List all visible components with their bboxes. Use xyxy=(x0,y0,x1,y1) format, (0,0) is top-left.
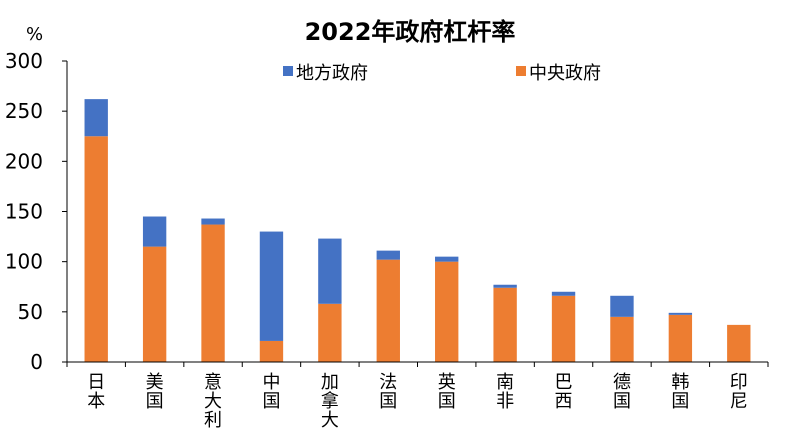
bar-central-government xyxy=(493,287,517,362)
y-tick-label: 150 xyxy=(5,200,43,224)
bar-central-government xyxy=(84,136,108,362)
bar-local-government xyxy=(201,218,225,225)
bar-central-government xyxy=(727,324,751,362)
legend-label-local: 地方政府 xyxy=(296,63,368,84)
bar-central-government xyxy=(142,246,167,362)
legend-swatch-local xyxy=(283,66,293,76)
x-tick-label: 日本 xyxy=(87,372,105,412)
x-tick-label: 意大利 xyxy=(204,372,222,431)
bar-central-government xyxy=(318,303,342,362)
y-tick-label: 50 xyxy=(18,300,43,324)
bar-central-government xyxy=(376,259,400,362)
bar-central-government xyxy=(259,340,284,362)
x-tick-label: 中国 xyxy=(262,372,280,412)
bar-local-government xyxy=(493,284,517,288)
bar-local-government xyxy=(610,295,634,317)
x-tick-label: 英国 xyxy=(438,372,456,412)
x-tick-label: 德国 xyxy=(613,372,631,412)
legend-swatch-central xyxy=(516,66,526,76)
bar-local-government xyxy=(259,231,284,341)
legend: 地方政府 中央政府 xyxy=(283,63,601,84)
x-tick-label: 南非 xyxy=(496,372,514,412)
y-tick-label: 200 xyxy=(5,149,43,173)
bar-central-government xyxy=(610,316,634,362)
bar-local-government xyxy=(376,250,400,260)
bar-local-government xyxy=(318,238,342,304)
y-tick-label: 0 xyxy=(30,350,43,374)
y-axis-unit: % xyxy=(26,24,43,45)
x-tick-label: 印尼 xyxy=(730,372,748,412)
bar-central-government xyxy=(668,314,693,362)
bar-local-government xyxy=(551,291,576,296)
y-axis: 0 50 100 150 200 250 300 xyxy=(5,49,68,374)
bar-central-government xyxy=(201,224,225,362)
y-tick-label: 300 xyxy=(5,49,43,73)
bar-central-government xyxy=(435,261,459,362)
y-tick-label: 100 xyxy=(5,250,43,274)
x-tick-label: 韩国 xyxy=(671,372,689,412)
chart-title: 2022年政府杠杆率 xyxy=(305,18,516,46)
legend-label-central: 中央政府 xyxy=(529,63,601,84)
bar-central-government xyxy=(551,295,576,362)
x-tick-label: 美国 xyxy=(146,372,164,412)
bar-local-government xyxy=(142,216,167,247)
x-tick-label: 加拿大 xyxy=(321,372,339,431)
x-tick-label: 巴西 xyxy=(555,372,573,412)
y-tick-label: 250 xyxy=(5,99,43,123)
bars xyxy=(84,99,751,362)
bar-local-government xyxy=(435,256,459,262)
x-tick-label: 法国 xyxy=(379,372,397,412)
bar-local-government xyxy=(84,99,108,137)
bar-local-government xyxy=(668,312,693,315)
